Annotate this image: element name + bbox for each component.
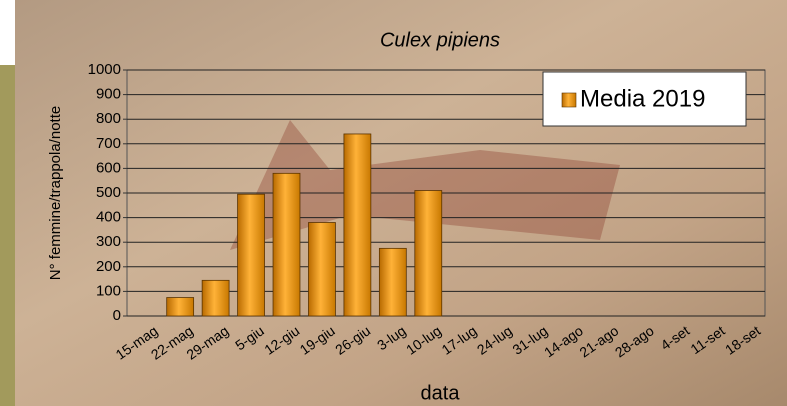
- chart: Culex pipiens data N° femmine/trappola/n…: [0, 0, 787, 406]
- y-tick-label: 400: [96, 209, 121, 226]
- bar: [238, 194, 265, 316]
- y-axis-label: N° femmine/trappola/notte: [47, 106, 64, 280]
- chart-title: Culex pipiens: [380, 29, 500, 51]
- bar: [202, 280, 229, 316]
- y-tick-label: 200: [96, 258, 121, 275]
- y-tick-label: 0: [113, 307, 121, 324]
- y-tick-label: 1000: [88, 61, 121, 78]
- legend-label: Media 2019: [580, 85, 705, 112]
- y-tick-label: 100: [96, 282, 121, 299]
- y-tick-label: 700: [96, 135, 121, 152]
- bar: [167, 298, 194, 316]
- bar: [344, 134, 371, 316]
- y-tick-label: 600: [96, 159, 121, 176]
- legend-swatch: [562, 93, 576, 107]
- bar: [379, 248, 406, 316]
- y-tick-label: 800: [96, 110, 121, 127]
- y-tick-label: 300: [96, 233, 121, 250]
- bar: [415, 191, 442, 316]
- bar: [308, 223, 335, 316]
- bar: [273, 173, 300, 316]
- x-axis-label: data: [421, 382, 461, 404]
- side-panel: [0, 65, 16, 406]
- y-tick-label: 900: [96, 86, 121, 103]
- y-tick-label: 500: [96, 184, 121, 201]
